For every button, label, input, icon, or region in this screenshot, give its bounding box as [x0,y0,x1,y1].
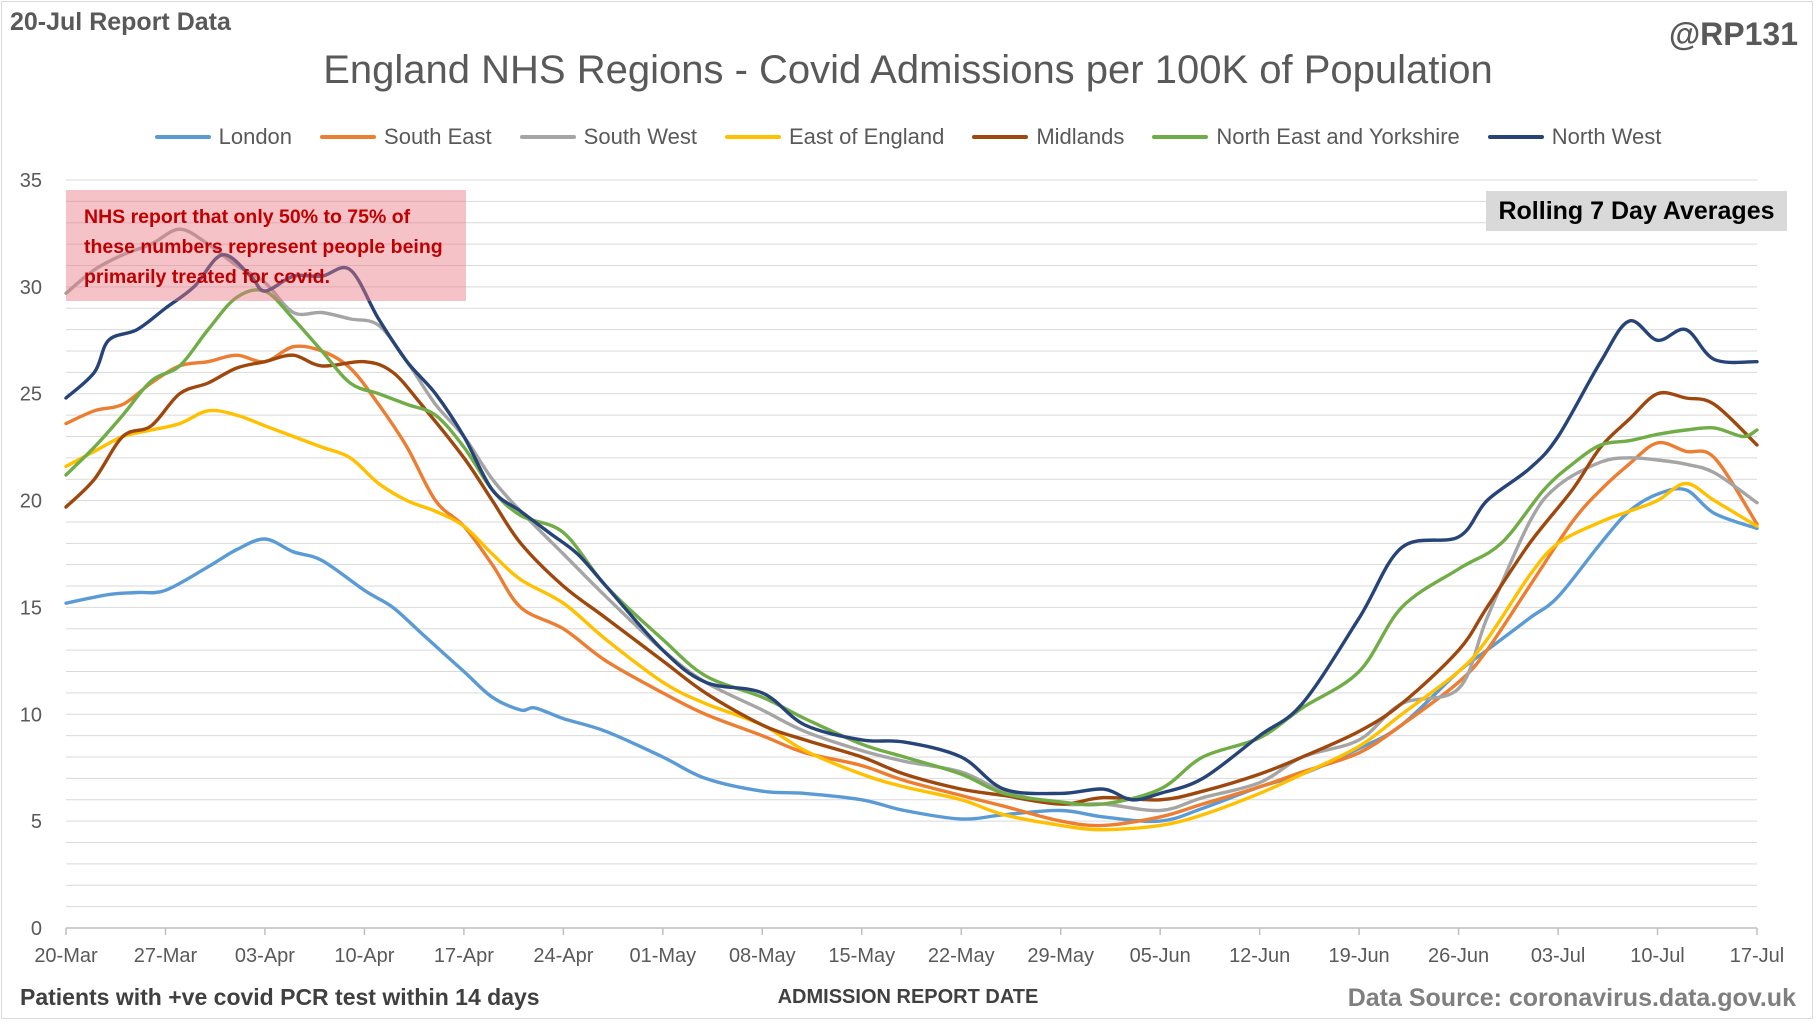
y-tick-label: 25 [20,384,42,406]
legend-swatch [725,135,781,139]
axes: 0 5 10 15 20 25 30 35 20-Mar 27-Mar 03-Apr 10-Apr 17… [20,170,1784,967]
rolling-average-badge: Rolling 7 Day Averages [1486,191,1787,231]
x-tick-label: 24-Apr [533,945,593,967]
legend-label: London [218,124,293,149]
footnote: Patients with +ve covid PCR test within … [20,984,540,1010]
x-tick-label: 17-Apr [434,945,494,967]
legend-label: North East and Yorkshire [1216,124,1460,149]
x-tick-label: 27-Mar [134,945,198,967]
series-line-south-west [64,227,1759,813]
series-line-midlands [64,353,1759,806]
legend-swatch [519,135,576,139]
series-line-east-of-england [64,408,1759,832]
legend-swatch [1152,135,1209,139]
legend-swatch [1487,135,1544,139]
series-line-north-west [64,253,1759,802]
x-tick-label: 03-Apr [235,945,295,967]
x-tick-label: 03-Jul [1531,945,1585,967]
x-tick-label: 01-May [629,945,696,967]
legend-label: South East [384,124,492,149]
chart-title: England NHS Regions - Covid Admissions p… [323,48,1493,92]
author-handle: @RP131 [1668,16,1798,52]
x-tick-label: 12-Jun [1229,945,1290,967]
legend-item-south-west: South West [519,124,697,150]
note-highlight-box [66,190,466,301]
x-tick-label: 10-Jul [1630,945,1684,967]
y-tick-label: 15 [20,597,42,619]
gridlines [66,179,1757,908]
series-line-london [64,487,1759,824]
note-text: NHS report that only 50% to 75% of these… [84,206,443,288]
x-tick-label: 22-May [928,945,995,967]
y-tick-label: 35 [20,170,42,192]
legend-item-midlands: Midlands [972,124,1124,150]
legend-item-east-of-england: East of England [725,124,944,150]
legend-label: North West [1551,124,1662,149]
x-tick-label: 19-Jun [1329,945,1390,967]
x-tick-label: 26-Jun [1428,945,1489,967]
x-tick-label: 10-Apr [334,945,394,967]
legend-label: Midlands [1036,124,1125,149]
legend-swatch [320,135,377,139]
y-tick-label: 20 [20,491,42,513]
x-tick-label: 15-May [828,945,895,967]
legend-label: South West [583,124,697,149]
y-tick-label: 10 [20,704,42,726]
x-tick-label: 29-May [1027,945,1094,967]
chart-legend: London South East South West East of Englan… [0,124,1816,150]
x-tick-label: 05-Jun [1130,945,1191,967]
legend-item-north-east-and-yorkshire: North East and Yorkshire [1152,124,1460,150]
x-tick-label: 20-Mar [34,945,98,967]
series-lines [64,227,1759,832]
data-source: Data Source: coronavirus.data.gov.uk [1347,984,1796,1012]
x-axis-title: ADMISSION REPORT DATE [777,986,1039,1008]
y-tick-label: 30 [20,277,42,299]
legend-item-london: London [154,124,293,150]
report-date-label: 20-Jul Report Data [10,8,231,36]
legend-swatch [972,135,1029,139]
x-tick-label: 08-May [729,945,796,967]
x-tick-label: 17-Jul [1730,945,1784,967]
legend-item-north-west: North West [1487,124,1662,150]
legend-swatch [154,135,211,139]
legend-item-south-east: South East [320,124,492,150]
y-tick-label: 5 [31,811,42,833]
legend-label: East of England [789,124,945,149]
y-tick-label: 0 [31,918,42,940]
